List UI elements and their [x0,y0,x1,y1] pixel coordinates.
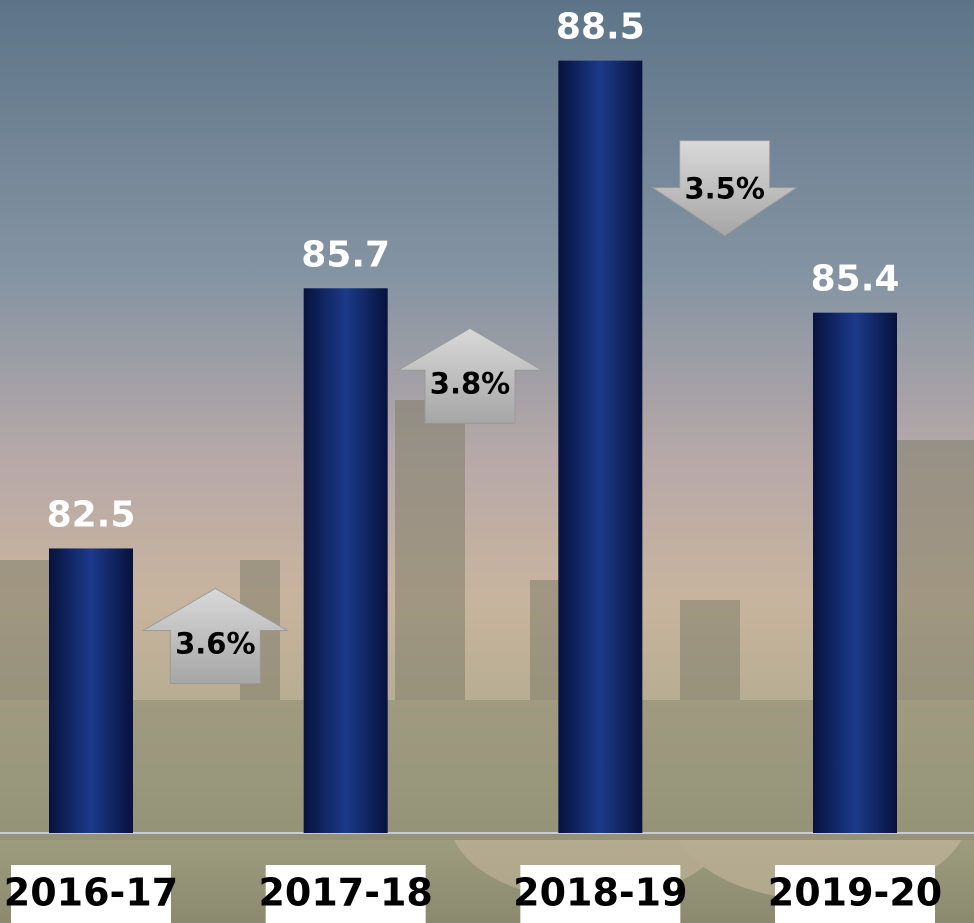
value-label: 88.5 [556,7,645,48]
change-arrow [651,140,799,237]
bar [558,60,643,833]
value-label: 85.7 [301,234,390,275]
x-tick-label: 2019-20 [768,871,942,915]
x-tick-label: 2017-18 [258,871,432,915]
x-tick-label: 2018-19 [513,871,687,915]
bar [49,548,133,833]
value-label: 82.5 [47,494,136,535]
category-box [265,865,426,923]
change-label: 3.8% [430,366,510,400]
change-label: 3.5% [684,172,764,206]
change-arrow [396,327,544,424]
category-box [775,865,936,923]
bar [813,312,898,833]
x-tick-label: 2016-17 [4,871,178,915]
bar [303,288,388,833]
category-box [11,865,171,923]
change-label: 3.6% [175,626,255,660]
value-label: 85.4 [811,259,900,300]
change-arrow [141,587,290,684]
category-box [520,865,681,923]
